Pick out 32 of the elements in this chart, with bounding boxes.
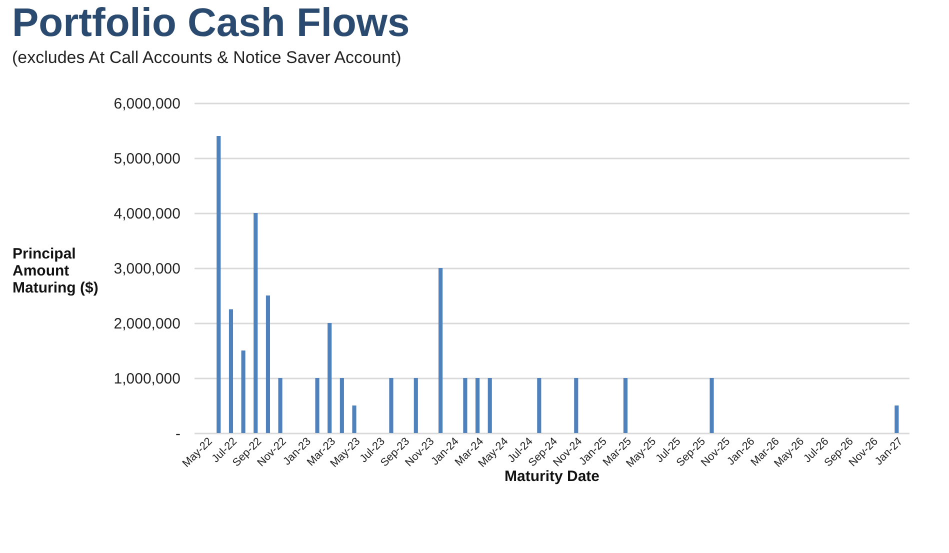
bar: [340, 378, 344, 433]
bar: [241, 350, 246, 433]
y-tick-label: 4,000,000: [114, 206, 180, 222]
bar: [537, 378, 542, 433]
bar: [328, 323, 332, 433]
bar: [574, 378, 578, 433]
y-tick-label: 3,000,000: [114, 260, 180, 278]
y-tick-label: 2,000,000: [114, 316, 180, 332]
bar: [352, 406, 356, 433]
bar: [488, 378, 492, 433]
bar: [278, 378, 282, 433]
y-axis-title: Principal Amount Maturing ($): [12, 246, 98, 296]
y-tick-label: 5,000,000: [114, 150, 180, 168]
bar: [266, 296, 270, 433]
bar: [254, 213, 258, 433]
bar: [315, 378, 320, 433]
y-tick-label: 6,000,000: [114, 96, 180, 112]
chart-title: Portfolio Cash Flows: [12, 1, 410, 45]
bar: [414, 378, 418, 433]
bar: [216, 136, 221, 433]
bar: [438, 268, 443, 433]
bar: [463, 378, 468, 433]
y-tick-label: 1,000,000: [114, 370, 180, 388]
y-tick-label: -: [176, 426, 180, 442]
x-axis-title: Maturity Date: [504, 468, 600, 486]
bar: [894, 406, 899, 433]
bar: [389, 378, 394, 433]
bar: [476, 378, 480, 433]
bar: [228, 309, 234, 433]
bar: [710, 378, 714, 433]
chart-subtitle: (excludes At Call Accounts & Notice Saver Account): [12, 48, 402, 67]
bar: [623, 378, 628, 433]
